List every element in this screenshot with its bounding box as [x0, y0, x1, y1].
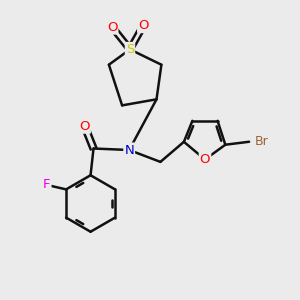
- Text: Br: Br: [255, 135, 269, 148]
- Text: S: S: [126, 43, 134, 56]
- Text: O: O: [80, 120, 90, 133]
- Text: O: O: [200, 153, 210, 166]
- Text: F: F: [43, 178, 50, 191]
- Text: N: N: [124, 143, 134, 157]
- Text: O: O: [138, 19, 148, 32]
- Text: O: O: [107, 21, 117, 34]
